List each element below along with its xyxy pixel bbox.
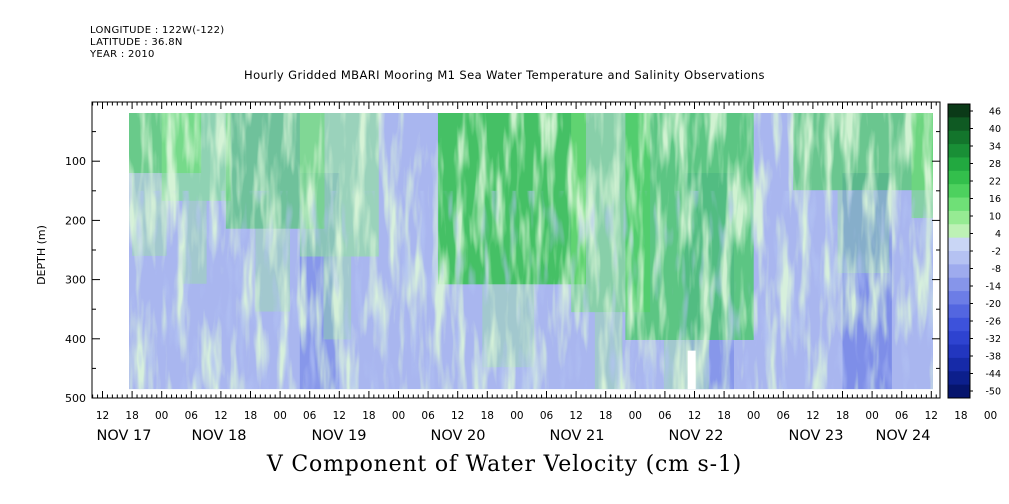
y-tick-label: 100 bbox=[65, 155, 86, 168]
colorbar-label: 46 bbox=[989, 107, 1001, 118]
x-hour-label: 06 bbox=[658, 410, 672, 422]
colorbar-label: -20 bbox=[985, 299, 1001, 310]
colorbar-swatch bbox=[948, 371, 970, 386]
colorbar-swatch bbox=[948, 304, 970, 319]
x-hour-label: 12 bbox=[451, 410, 464, 422]
y-tick-label: 300 bbox=[65, 274, 86, 287]
x-hour-label: 00 bbox=[155, 410, 168, 422]
colorbar-swatch bbox=[948, 224, 970, 239]
colorbar-swatch bbox=[948, 170, 970, 185]
year-label: YEAR : 2010 bbox=[90, 49, 155, 60]
x-hour-label: 00 bbox=[273, 410, 286, 422]
x-hour-label: 06 bbox=[185, 410, 199, 422]
colorbar-label: -14 bbox=[985, 282, 1001, 293]
x-hour-label: 00 bbox=[510, 410, 523, 422]
x-tick-labels: 12 18 00 06 12 18 00 06 12 18 00 06 12 18 00 06 12 18 00 06… bbox=[96, 410, 997, 444]
x-date-label: NOV 22 bbox=[669, 428, 724, 444]
x-hour-label: 18 bbox=[599, 410, 612, 422]
colorbar-swatch bbox=[948, 184, 970, 199]
x-hour-label: 18 bbox=[125, 410, 138, 422]
colorbar-label: 10 bbox=[989, 212, 1001, 223]
colorbar-swatch bbox=[948, 317, 970, 332]
colorbar-label: 4 bbox=[995, 229, 1001, 240]
x-date-label: NOV 17 bbox=[97, 428, 152, 444]
x-hour-label: 06 bbox=[303, 410, 317, 422]
x-hour-label: 06 bbox=[540, 410, 554, 422]
x-hour-label: 18 bbox=[481, 410, 494, 422]
colorbar-label: -26 bbox=[985, 317, 1001, 328]
x-hour-label: 12 bbox=[806, 410, 819, 422]
y-tick-label: 200 bbox=[65, 214, 86, 227]
y-tick-labels: 100 200 300 400 500 bbox=[65, 155, 86, 405]
colorbar-swatch bbox=[948, 197, 970, 212]
colorbar-label: 16 bbox=[989, 194, 1001, 205]
x-hour-label: 06 bbox=[421, 410, 435, 422]
x-hour-label: 06 bbox=[895, 410, 909, 422]
colorbar-swatch bbox=[948, 331, 970, 346]
colorbar-label: -50 bbox=[985, 387, 1001, 398]
x-hour-label: 00 bbox=[984, 410, 997, 422]
colorbar-label: 22 bbox=[989, 177, 1001, 188]
x-hour-label: 12 bbox=[569, 410, 582, 422]
field-texture-deep bbox=[129, 190, 933, 390]
x-hour-label: 12 bbox=[214, 410, 227, 422]
heatmap-field bbox=[129, 113, 933, 390]
x-hour-label: 12 bbox=[333, 410, 346, 422]
colorbar-label: 28 bbox=[989, 159, 1001, 170]
x-hour-label: 18 bbox=[362, 410, 375, 422]
x-hour-label: 00 bbox=[629, 410, 642, 422]
y-axis-label: DEPTH (m) bbox=[35, 225, 48, 285]
plot-axes bbox=[91, 101, 941, 399]
x-hour-label: 00 bbox=[865, 410, 878, 422]
colorbar-swatch bbox=[948, 251, 970, 265]
y-tick-label: 500 bbox=[65, 392, 86, 405]
colorbar-swatch bbox=[948, 357, 970, 372]
x-hour-label: 18 bbox=[954, 410, 967, 422]
colorbar-label: -44 bbox=[985, 369, 1001, 380]
colorbar: 46 40 34 28 22 16 10 4 -2 -8 -14 -20 -26 -32 -38 -44 -50 bbox=[947, 103, 1001, 399]
colorbar-swatch bbox=[948, 277, 970, 292]
x-date-label: NOV 23 bbox=[789, 428, 844, 444]
x-hour-label: 06 bbox=[777, 410, 791, 422]
colorbar-swatch bbox=[948, 237, 970, 252]
x-hour-label: 18 bbox=[836, 410, 849, 422]
x-hour-label: 12 bbox=[925, 410, 938, 422]
y-tick-label: 400 bbox=[65, 333, 86, 346]
x-hour-label: 00 bbox=[747, 410, 760, 422]
colorbar-swatch bbox=[948, 104, 970, 118]
x-hour-label: 18 bbox=[244, 410, 257, 422]
colorbar-swatch bbox=[948, 157, 970, 172]
colorbar-swatch bbox=[948, 144, 970, 158]
colorbar-label: 34 bbox=[989, 142, 1001, 153]
x-date-label: NOV 18 bbox=[192, 428, 247, 444]
x-date-label: NOV 24 bbox=[876, 428, 931, 444]
x-hour-label: 12 bbox=[688, 410, 701, 422]
x-date-label: NOV 20 bbox=[431, 428, 486, 444]
x-hour-label: 12 bbox=[96, 410, 109, 422]
colorbar-label: -8 bbox=[992, 264, 1001, 275]
colorbar-swatch bbox=[948, 291, 970, 305]
colorbar-label: -32 bbox=[985, 334, 1001, 345]
colorbar-label: 40 bbox=[989, 124, 1001, 135]
latitude-label: LATITUDE : 36.8N bbox=[90, 37, 183, 48]
longitude-label: LONGITUDE : 122W(-122) bbox=[90, 25, 225, 36]
colorbar-swatch bbox=[948, 344, 970, 359]
x-hour-label: 00 bbox=[392, 410, 405, 422]
x-axis-label: V Component of Water Velocity (cm s-1) bbox=[266, 452, 743, 477]
chart-title: Hourly Gridded MBARI Mooring M1 Sea Wate… bbox=[244, 68, 765, 82]
colorbar-swatch bbox=[948, 384, 970, 399]
data-gap bbox=[687, 350, 696, 390]
colorbar-swatch bbox=[948, 130, 970, 145]
x-hour-label: 18 bbox=[717, 410, 730, 422]
x-date-label: NOV 19 bbox=[312, 428, 367, 444]
colorbar-swatch bbox=[948, 117, 970, 132]
colorbar-label: -38 bbox=[985, 352, 1001, 363]
colorbar-swatch bbox=[948, 264, 970, 279]
x-date-label: NOV 21 bbox=[550, 428, 605, 444]
colorbar-swatch bbox=[948, 210, 970, 225]
colorbar-label: -2 bbox=[992, 247, 1001, 258]
